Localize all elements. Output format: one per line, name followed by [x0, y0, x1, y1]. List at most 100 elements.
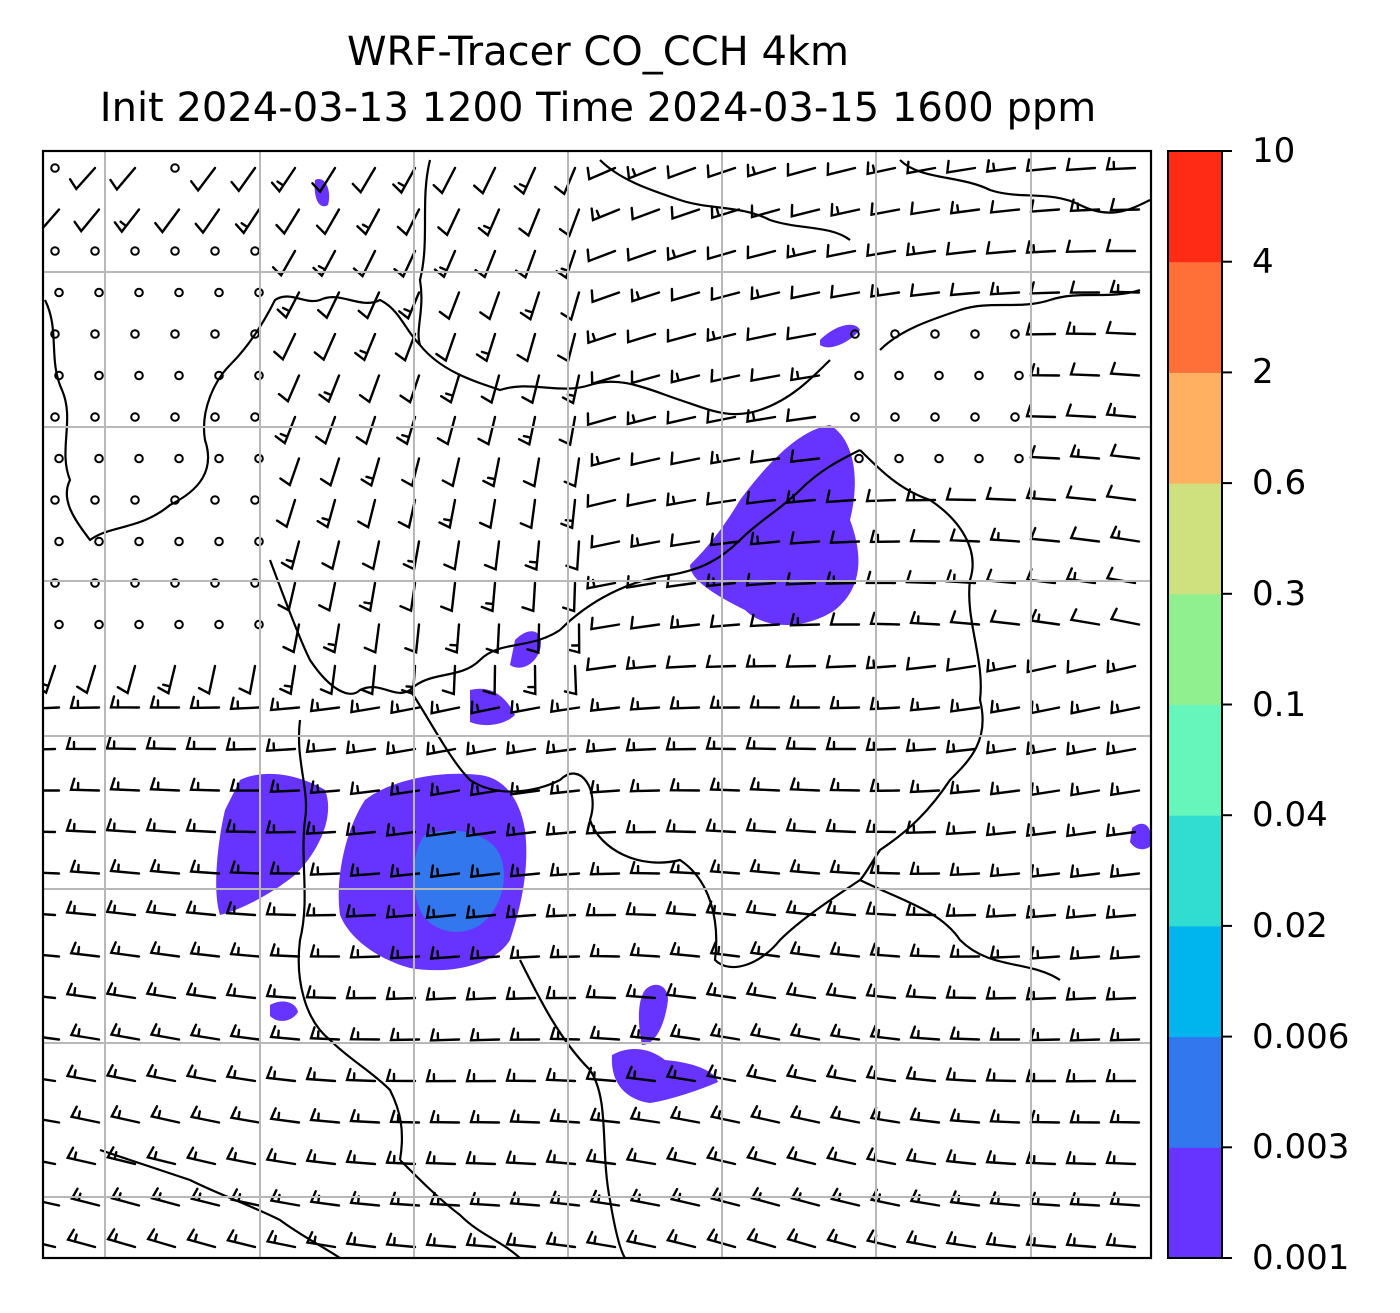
wind-barb	[869, 1024, 901, 1041]
wind-barb	[318, 581, 337, 613]
wind-barb	[545, 1149, 577, 1166]
wind-barb	[465, 987, 497, 1001]
wind-barb	[785, 736, 817, 751]
wind-barb	[949, 610, 981, 626]
plume-west	[216, 773, 329, 915]
wind-barb	[425, 1232, 457, 1249]
wind-barb	[665, 574, 697, 589]
wind-barb	[1105, 905, 1137, 919]
calm-wind-circle	[970, 329, 980, 339]
calm-wind-circle	[94, 287, 104, 298]
border-north-central	[559, 449, 861, 631]
wind-barb	[109, 166, 137, 192]
wind-barb	[389, 782, 421, 797]
wind-barb	[322, 623, 341, 654]
border-top	[599, 159, 851, 241]
wind-barb	[585, 984, 617, 1000]
wind-barb	[949, 944, 981, 958]
wind-barb	[319, 664, 337, 696]
wind-barb	[866, 243, 897, 258]
wind-barb	[66, 1228, 97, 1249]
wind-barb	[265, 1066, 297, 1083]
wind-barb	[785, 572, 817, 586]
wind-barb	[745, 490, 777, 505]
wind-barb	[43, 664, 57, 695]
wind-barb	[309, 698, 341, 713]
wind-barb	[1065, 987, 1097, 1001]
wind-barb	[480, 581, 497, 613]
wind-barb	[665, 1229, 697, 1249]
wind-barb	[189, 695, 221, 710]
wind-barb	[265, 820, 297, 834]
wind-barb	[482, 457, 501, 488]
wind-barb	[829, 530, 861, 544]
calm-wind-circle	[974, 370, 984, 381]
calm-wind-circle	[214, 453, 224, 464]
wind-barb	[745, 982, 777, 1000]
wind-barb	[905, 242, 937, 257]
wind-barb	[154, 208, 181, 234]
calm-wind-circle	[130, 329, 140, 339]
calm-wind-circle	[1014, 453, 1024, 464]
wind-barb	[1069, 526, 1101, 543]
calm-wind-circle	[854, 453, 864, 464]
wind-barb	[669, 860, 701, 875]
wind-barb	[43, 871, 61, 875]
wind-barb	[705, 491, 737, 506]
wind-barb	[109, 859, 141, 875]
wind-barb	[225, 1065, 257, 1083]
wind-barb	[1105, 823, 1137, 838]
wind-barb	[709, 532, 741, 547]
wind-barb	[230, 166, 257, 193]
wind-barb	[282, 623, 301, 654]
wind-barb	[519, 291, 541, 322]
wind-barb	[1025, 1232, 1057, 1249]
wind-barb	[829, 1105, 861, 1124]
wind-barb	[145, 818, 177, 834]
wind-barb	[1069, 946, 1101, 960]
wind-barb	[480, 374, 501, 405]
wind-barb	[65, 982, 97, 1000]
wind-barb	[356, 208, 381, 237]
colorbar-segment-3	[1168, 815, 1222, 927]
colorbar-segment-5	[1168, 593, 1222, 705]
wind-barb	[949, 1026, 981, 1041]
wind-barb	[309, 862, 341, 876]
wind-barb	[225, 737, 257, 751]
wind-barb	[989, 945, 1021, 959]
wind-barb	[425, 1150, 457, 1166]
wind-barb	[669, 1105, 701, 1124]
wind-barb	[430, 700, 461, 715]
wind-barb	[43, 1242, 57, 1249]
wind-barb	[145, 1064, 177, 1083]
wind-barb	[709, 1105, 741, 1124]
calm-wind-circle	[54, 619, 64, 630]
calm-wind-circle	[90, 578, 100, 588]
wind-barb	[398, 291, 421, 321]
wind-barb	[429, 1028, 461, 1042]
wind-barb	[629, 697, 661, 711]
wind-barb	[357, 291, 381, 320]
wind-barb	[709, 859, 741, 875]
map-frame	[41, 149, 1153, 1260]
latlon-gridlines	[43, 151, 1151, 1258]
wind-barb	[105, 900, 137, 917]
wind-barb	[524, 540, 541, 572]
wind-barb	[105, 982, 137, 1000]
wind-barb	[590, 289, 621, 304]
wind-barb	[710, 450, 741, 465]
wind-barb	[585, 1230, 617, 1249]
wind-barb	[825, 982, 857, 1000]
wind-barb	[1109, 443, 1141, 460]
wind-barb	[590, 207, 621, 222]
wind-barb	[869, 696, 901, 711]
wind-barb	[825, 489, 857, 504]
colorbar-segment-6	[1168, 483, 1222, 595]
wind-barb	[1066, 659, 1097, 674]
calm-wind-circle	[50, 578, 60, 588]
wind-barb	[1109, 279, 1141, 294]
wind-barb	[549, 781, 581, 795]
wind-barb	[545, 1231, 577, 1249]
wind-barb	[705, 736, 737, 751]
map-plot-area	[43, 151, 1151, 1258]
